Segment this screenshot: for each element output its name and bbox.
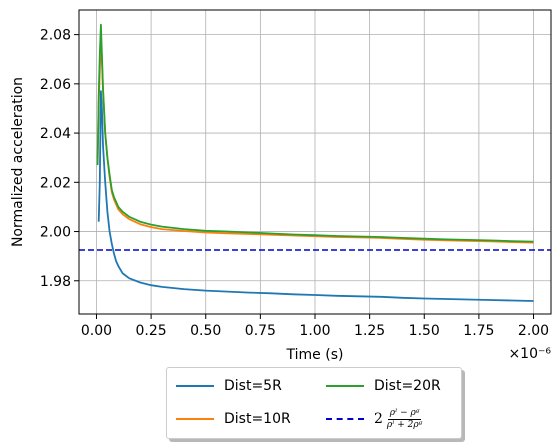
y-tick-label: 2.06 xyxy=(40,77,71,93)
x-tick-label: 0.50 xyxy=(190,323,221,339)
formula-coefficient: 2 xyxy=(374,411,383,427)
legend-item-formula: 2 ρˡ − ρᵍ ρˡ + 2ρᵍ xyxy=(317,400,463,438)
formula-numerator: ρˡ − ρᵍ xyxy=(387,407,422,420)
formula-denominator: ρˡ + 2ρᵍ xyxy=(386,419,423,430)
x-tick-label: 1.75 xyxy=(463,323,494,339)
legend-formula: 2 ρˡ − ρᵍ ρˡ + 2ρᵍ xyxy=(374,408,424,431)
legend-item-dist-5r: Dist=5R xyxy=(167,372,317,400)
legend-label-dist-20r: Dist=20R xyxy=(374,378,441,394)
legend-item-dist-20r: Dist=20R xyxy=(317,372,463,400)
legend-label-dist-5r: Dist=5R xyxy=(224,378,282,394)
x-tick-label: 0.00 xyxy=(81,323,112,339)
x-tick-label: 1.00 xyxy=(299,323,330,339)
x-tick-label: 0.75 xyxy=(245,323,276,339)
legend-swatch-dist-5r xyxy=(176,385,214,387)
formula-fraction: ρˡ − ρᵍ ρˡ + 2ρᵍ xyxy=(385,408,424,431)
legend-label-dist-10r: Dist=10R xyxy=(224,411,291,427)
series-line-2 xyxy=(96,23,534,243)
series-line-1 xyxy=(96,33,534,244)
x-tick-label: 0.25 xyxy=(136,323,167,339)
legend-item-dist-10r: Dist=10R xyxy=(167,400,317,438)
x-axis-title: Time (s) xyxy=(286,347,344,363)
grid xyxy=(79,10,551,314)
legend-swatch-formula xyxy=(326,418,364,420)
legend-swatch-dist-20r xyxy=(326,385,364,387)
x-tick-label: 1.25 xyxy=(354,323,385,339)
axis-ticks: 0.00 0.25 0.50 0.75 1.00 1.25 1.50 1.75 2.00 1.98… xyxy=(40,28,549,339)
x-tick-label: 2.00 xyxy=(518,323,549,339)
y-tick-label: 1.98 xyxy=(40,274,71,290)
x-tick-label: 1.50 xyxy=(409,323,440,339)
legend: Dist=5R Dist=20R Dist=10R 2 ρˡ − ρᵍ ρˡ +… xyxy=(166,367,462,439)
x-offset-label: ×10⁻⁶ xyxy=(508,346,551,362)
legend-swatch-dist-10r xyxy=(176,418,214,420)
y-axis-title: Normalized acceleration xyxy=(10,77,26,247)
y-tick-label: 2.08 xyxy=(40,28,71,44)
series-line-0 xyxy=(97,90,534,302)
y-tick-label: 2.02 xyxy=(40,175,71,191)
y-tick-label: 2.00 xyxy=(40,225,71,241)
y-tick-label: 2.04 xyxy=(40,126,71,142)
series-lines xyxy=(79,23,551,302)
